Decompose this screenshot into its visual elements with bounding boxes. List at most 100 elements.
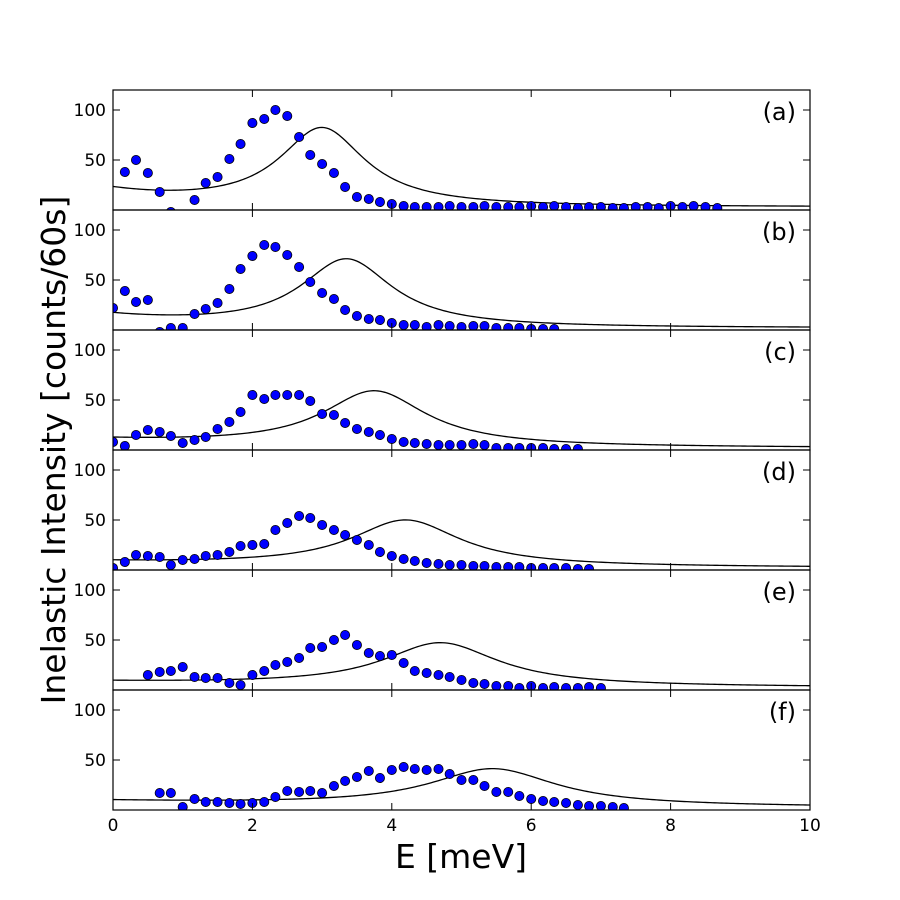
data-point <box>270 241 281 252</box>
data-point <box>317 408 328 419</box>
data-point <box>456 675 467 686</box>
data-point <box>444 439 455 450</box>
data-point <box>595 801 606 810</box>
data-point <box>433 559 444 570</box>
data-point <box>282 389 293 400</box>
data-point <box>456 322 467 330</box>
data-point <box>479 321 490 330</box>
data-point <box>561 563 572 570</box>
data-point <box>468 561 479 570</box>
panel-frame <box>112 569 811 691</box>
data-point <box>444 321 455 330</box>
data-point <box>503 323 514 330</box>
data-point <box>538 683 549 690</box>
y-tick-label: 100 <box>74 461 106 481</box>
data-point <box>584 564 595 570</box>
data-point <box>189 554 200 565</box>
data-point <box>526 794 537 805</box>
data-point <box>305 643 316 654</box>
data-point <box>549 201 560 210</box>
data-point <box>340 630 351 641</box>
panel-3: 50 100 (d) <box>74 449 811 571</box>
y-axis-label: Inelastic Intensity [counts/60s] <box>34 196 73 705</box>
data-point <box>409 666 420 677</box>
data-point <box>328 409 339 420</box>
data-point <box>270 389 281 400</box>
data-point <box>224 283 235 294</box>
data-point <box>154 552 165 563</box>
data-point <box>503 202 514 210</box>
y-tick-label: 50 <box>84 391 106 411</box>
data-point <box>433 670 444 681</box>
data-point <box>247 670 258 681</box>
data-point <box>386 433 397 444</box>
data-point <box>235 406 246 417</box>
data-point <box>305 276 316 287</box>
data-point <box>340 776 351 787</box>
data-point <box>398 201 409 210</box>
data-point <box>154 788 165 799</box>
panel-label: (c) <box>764 338 796 366</box>
data-point <box>712 203 723 210</box>
data-point <box>247 118 258 129</box>
data-point <box>444 560 455 570</box>
data-point <box>130 154 141 165</box>
data-point <box>491 562 502 570</box>
data-point <box>351 310 362 321</box>
data-point <box>677 202 688 210</box>
panel-5: 50 100 (f) <box>74 689 811 811</box>
data-point <box>259 239 270 250</box>
data-point <box>538 202 549 210</box>
data-point <box>444 769 455 780</box>
data-point <box>421 668 432 679</box>
data-point <box>595 683 606 690</box>
data-point <box>456 560 467 570</box>
panel-label: (a) <box>763 98 796 126</box>
data-point <box>398 319 409 330</box>
data-point <box>340 181 351 192</box>
data-point <box>491 202 502 210</box>
data-point <box>212 673 223 684</box>
x-tick-label: 6 <box>526 816 537 836</box>
data-point <box>165 560 176 570</box>
panels: 50 100 (a) 50 100 (b) 50 100 (c) 50 100 (d) 50 100 (e)… <box>74 89 811 811</box>
data-point <box>200 797 211 808</box>
data-point <box>503 681 514 690</box>
y-tick-label: 100 <box>74 701 106 721</box>
data-point <box>212 423 223 434</box>
data-point <box>224 416 235 427</box>
y-tick-label: 50 <box>84 151 106 171</box>
y-tick-label: 50 <box>84 511 106 531</box>
data-point <box>351 535 362 546</box>
data-point <box>351 772 362 783</box>
data-point <box>618 803 629 810</box>
data-point <box>503 562 514 570</box>
data-point <box>374 314 385 325</box>
data-point <box>421 438 432 449</box>
data-point <box>200 303 211 314</box>
data-point <box>154 426 165 437</box>
data-point <box>363 193 374 204</box>
x-tick-label: 2 <box>247 816 258 836</box>
data-point <box>398 554 409 565</box>
data-point <box>130 429 141 440</box>
data-point <box>317 158 328 169</box>
data-point <box>351 640 362 651</box>
data-point <box>456 439 467 450</box>
data-point <box>538 324 549 330</box>
data-point <box>177 555 188 566</box>
data-point <box>177 323 188 330</box>
data-point <box>259 797 270 808</box>
x-tick-label: 0 <box>108 816 119 836</box>
data-point <box>317 642 328 653</box>
data-point <box>224 547 235 558</box>
data-point <box>328 167 339 178</box>
data-point <box>259 393 270 404</box>
data-point <box>549 444 560 450</box>
data-point <box>491 787 502 798</box>
data-point <box>538 563 549 570</box>
data-point <box>235 680 246 690</box>
data-point <box>572 564 583 570</box>
data-point <box>212 171 223 182</box>
